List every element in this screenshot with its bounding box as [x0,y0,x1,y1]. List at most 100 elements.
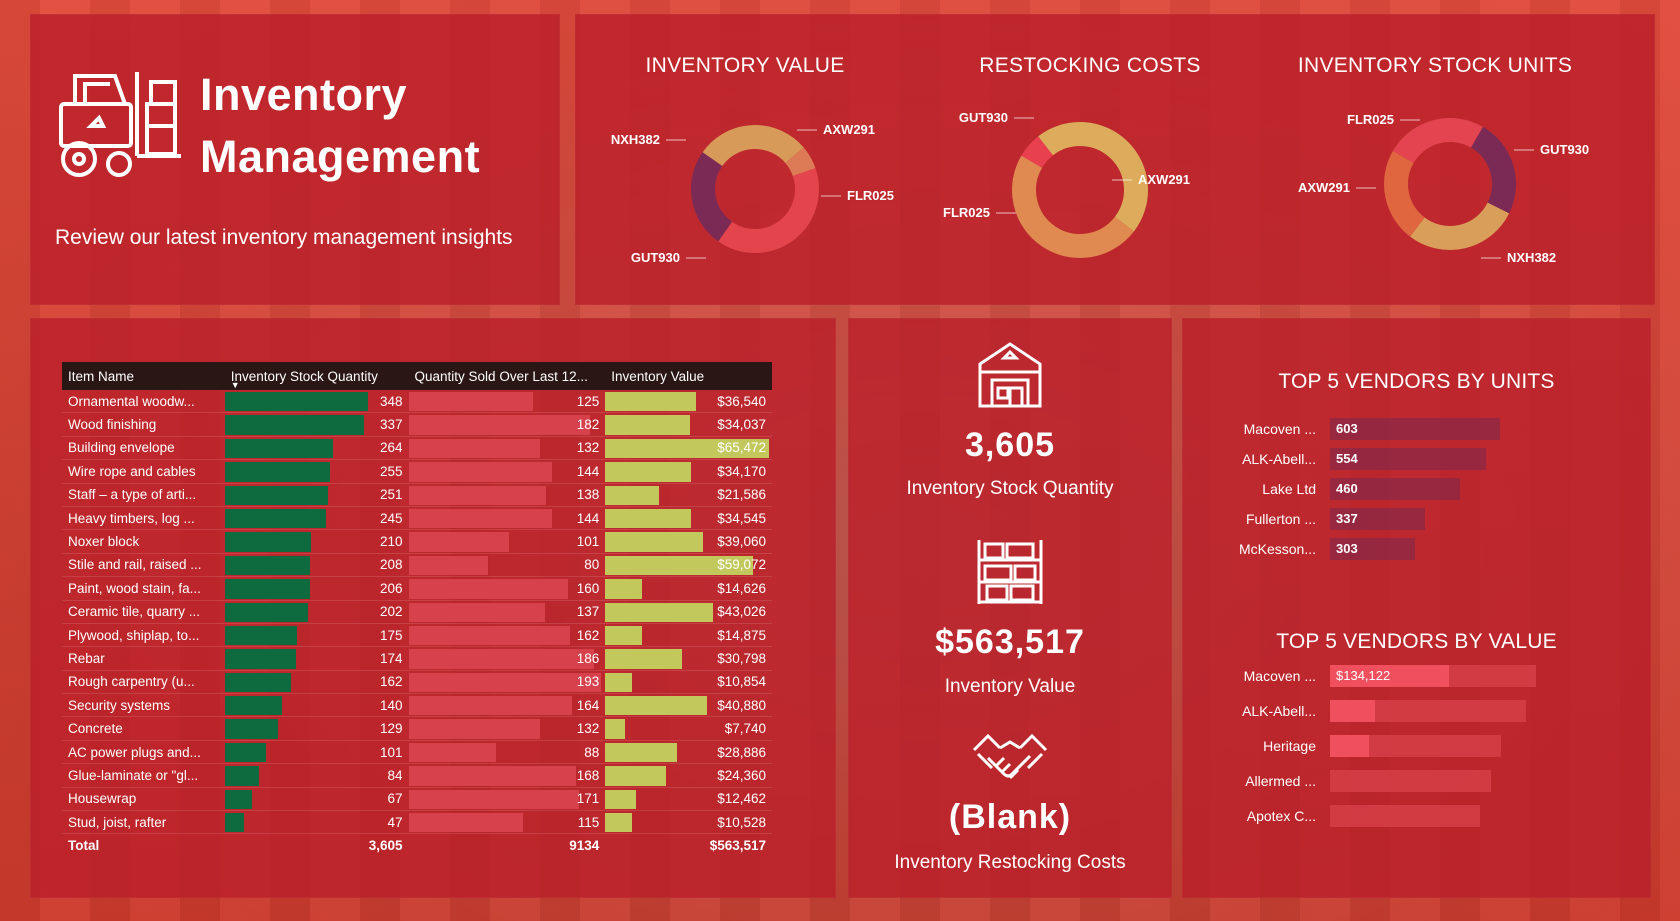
table-row[interactable]: Glue-laminate or "gl... 84 168 $24,360 [62,763,772,788]
inventory-value-cell-value: $40,880 [717,697,766,713]
vendor-value-track [1330,770,1491,792]
page-subtitle: Review our latest inventory management i… [55,226,513,249]
quantity-sold-cell-bar [408,462,553,482]
donut-slice[interactable] [1384,151,1426,237]
table-row[interactable]: Heavy timbers, log ... 245 144 $34,545 [62,506,772,531]
table-row[interactable]: Housewrap 67 171 $12,462 [62,787,772,812]
table-total-row: Total 3,605 9134 $563,517 [62,834,772,857]
item-name-cell: Wood finishing [62,412,225,437]
page-title: Inventory Management [200,69,481,182]
donut-slice[interactable] [1392,118,1483,164]
stock-units-donut[interactable]: INVENTORY STOCK UNITS GUT930 NXH382 AXW291… [1265,14,1605,305]
stock-quantity-cell-value: 251 [379,487,403,503]
inventory-value-cell-bar [605,813,632,833]
donut-slice[interactable] [1410,202,1510,250]
vendor-value-bar-row[interactable]: Heritage [1182,735,1651,757]
vendor-name: McKesson... [1238,541,1316,557]
quantity-sold-cell: 182 [408,412,606,437]
quantity-sold-cell-bar [408,719,541,739]
donut-slice[interactable] [691,152,733,242]
table-row[interactable]: Stile and rail, raised ... 208 80 $59,072 [62,553,772,578]
column-header-item-name[interactable]: Item Name [62,362,225,390]
vendor-units-value: 460 [1336,481,1358,496]
inventory-value-cell: $65,472 [605,436,772,461]
donut-slice-label: AXW291 [1298,180,1350,195]
table-row[interactable]: Paint, wood stain, fa... 206 160 $14,626 [62,576,772,601]
item-name-cell: Ceramic tile, quarry ... [62,600,225,624]
inventory-value-cell-bar [605,742,678,763]
table-row[interactable]: Staff – a type of arti... 251 138 $21,586 [62,483,772,507]
vendor-units-bar-row[interactable]: ALK-Abell... 554 [1182,448,1651,470]
item-name-cell: Building envelope [62,436,225,461]
table-row[interactable]: Plywood, shiplap, to... 175 162 $14,875 [62,623,772,648]
stock-quantity-cell-value: 101 [379,744,403,760]
table-row[interactable]: Security systems 140 164 $40,880 [62,693,772,718]
quantity-sold-cell-value: 182 [576,417,600,433]
restocking-costs-donut[interactable]: RESTOCKING COSTS AXW291 FLR025 GUT930 [920,14,1260,305]
donut-slice[interactable] [1021,136,1054,169]
inventory-value-donut[interactable]: INVENTORY VALUE AXW291 FLR025 GUT930 NXH382 [575,14,915,305]
quantity-sold-cell-value: 138 [576,487,600,503]
inventory-value-cell-bar [605,555,753,576]
quantity-sold-cell: 164 [408,693,606,718]
stock-quantity-cell: 251 [224,483,409,507]
item-name-cell: Glue-laminate or "gl... [62,763,225,788]
vendor-value-bar-row[interactable]: Allermed ... [1182,770,1651,792]
table-row[interactable]: Ceramic tile, quarry ... 202 137 $43,026 [62,600,772,624]
table-row[interactable]: AC power plugs and... 101 88 $28,886 [62,740,772,765]
stock-quantity-cell-bar [224,415,364,435]
table-row[interactable]: Wood finishing 337 182 $34,037 [62,412,772,437]
stock-quantity-cell: 101 [224,740,409,765]
inventory-table-panel: Item Name Inventory Stock Quantity ▼ Quan… [30,318,836,898]
vendor-value-bar-row[interactable]: Macoven ... $134,122 [1182,665,1651,687]
vendor-units-bar-row[interactable]: Lake Ltd 460 [1182,478,1651,500]
quantity-sold-cell: 80 [408,553,606,578]
inventory-value-cell-value: $34,545 [717,510,766,526]
donut-slice-label: NXH382 [1507,250,1556,265]
donut-slice[interactable] [702,125,804,167]
stock-quantity-cell-value: 140 [379,697,403,713]
quantity-sold-cell-bar [408,766,577,786]
kpi-inventory-value-label: Inventory Value [944,676,1076,697]
donut-slice[interactable] [1038,122,1148,232]
table-row[interactable]: Stud, joist, rafter 47 115 $10,528 [62,810,772,835]
table-row[interactable]: Ornamental woodw... 348 125 $36,540 [62,390,772,414]
donut-slice[interactable] [718,168,819,253]
inventory-value-cell: $34,037 [605,412,772,437]
quantity-sold-cell-bar [408,438,541,459]
vendor-units-bar-row[interactable]: Macoven ... 603 [1182,418,1651,440]
vendor-units-bar-row[interactable]: McKesson... 303 [1182,538,1651,560]
inventory-value-cell-value: $14,626 [717,580,766,596]
table-row[interactable]: Wire rope and cables 255 144 $34,170 [62,459,772,484]
inventory-value-cell: $30,798 [605,646,772,671]
column-header-stock-quantity[interactable]: Inventory Stock Quantity ▼ [224,362,409,390]
donut-slice[interactable] [1470,126,1516,214]
inventory-value-cell-bar [605,532,703,552]
stock-quantity-cell-value: 47 [387,814,403,830]
table-row[interactable]: Rough carpentry (u... 162 193 $10,854 [62,670,772,695]
quantity-sold-cell: 162 [408,623,606,648]
vendor-units-value: 303 [1336,541,1358,556]
column-header-inventory-value[interactable]: Inventory Value [605,362,772,390]
inventory-value-cell-value: $24,360 [717,767,766,783]
inventory-value-cell-bar [605,508,692,529]
kpi-panel: 3,605 Inventory Stock Quantity $563,517 … [848,318,1172,898]
vendor-units-bar-row[interactable]: Fullerton ... 337 [1182,508,1651,530]
inventory-value-cell: $43,026 [605,600,772,624]
donut-slice[interactable] [785,147,816,177]
table-row[interactable]: Rebar 174 186 $30,798 [62,646,772,671]
kpi-stock-quantity-value: 3,605 [964,426,1056,464]
inventory-value-cell-bar [605,485,660,505]
inventory-value-cell-bar [605,602,713,622]
donut-slice[interactable] [1012,155,1134,258]
vendor-value-bar-row[interactable]: Apotex C... [1182,805,1651,827]
stock-quantity-cell-bar [224,508,326,529]
table-row[interactable]: Noxer block 210 101 $39,060 [62,529,772,554]
inventory-value-cell: $10,528 [605,810,772,835]
table-row[interactable]: Building envelope 264 132 $65,472 [62,436,772,461]
column-header-quantity-sold[interactable]: Quantity Sold Over Last 12... [408,362,606,390]
vendor-value-bar-row[interactable]: ALK-Abell... [1182,700,1651,722]
stock-quantity-cell-value: 255 [379,463,403,479]
stock-quantity-cell-bar [224,602,308,622]
table-row[interactable]: Concrete 129 132 $7,740 [62,716,772,741]
